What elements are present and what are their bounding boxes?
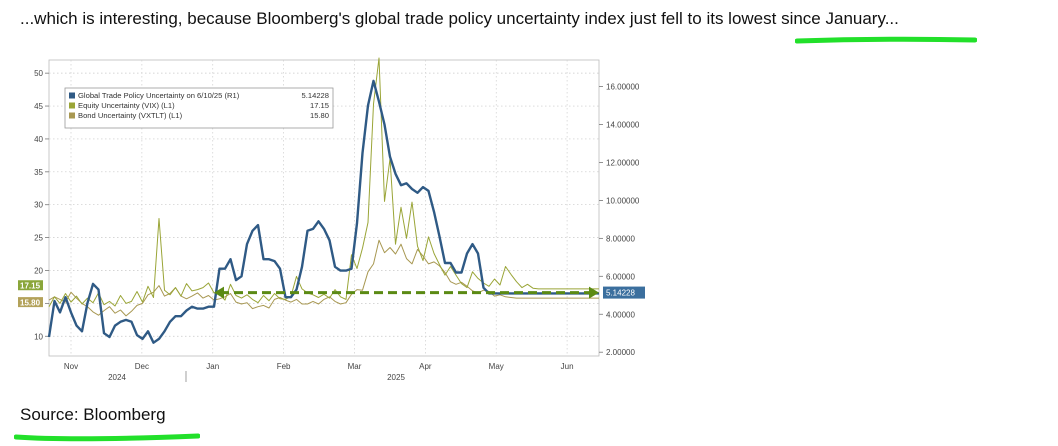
chart-svg: 1015202530354045502.000004.000006.000008…: [18, 57, 645, 382]
right-axis-tick-label: 8.00000: [606, 234, 635, 243]
right-axis-tick-label: 2.00000: [606, 348, 635, 357]
left-axis-tick-label: 50: [34, 69, 43, 78]
dashed-arrow-head-right: [589, 286, 599, 299]
x-axis-month-label: May: [489, 362, 504, 371]
left-axis-tick-label: 30: [34, 201, 43, 210]
right-axis-tick-label: 4.00000: [606, 310, 635, 319]
x-axis-month-label: Nov: [64, 362, 78, 371]
series-line: [48, 57, 599, 307]
x-axis-month-label: Apr: [419, 362, 432, 371]
legend-swatch: [69, 92, 75, 99]
left-axis-tick-label: 45: [34, 102, 43, 111]
x-axis-month-label: Jun: [561, 362, 574, 371]
right-axis-tick-label: 14.00000: [606, 121, 640, 130]
series-line: [48, 239, 599, 317]
left-end-label-text: 15.80: [20, 299, 41, 308]
right-axis-tick-label: 16.00000: [606, 83, 640, 92]
x-axis-month-label: Jan: [206, 362, 219, 371]
right-end-label-text: 5.14228: [606, 289, 635, 298]
legend-box: [64, 87, 334, 129]
headline-text: ...which is interesting, because Bloombe…: [20, 9, 899, 28]
uncertainty-chart: 1015202530354045502.000004.000006.000008…: [16, 52, 656, 384]
chart-legend: Global Trade Policy Uncertainty on 6/10/…: [64, 87, 334, 129]
left-axis-tick-label: 25: [34, 234, 43, 243]
left-end-label-box: [18, 280, 43, 291]
left-axis-tick-label: 20: [34, 266, 43, 275]
left-axis-tick-label: 10: [34, 332, 43, 341]
x-axis-month-label: Dec: [135, 362, 149, 371]
right-end-label-box: [603, 286, 645, 299]
legend-value: 5.14228: [302, 91, 329, 100]
x-axis-month-label: Feb: [277, 362, 291, 371]
x-axis-year-label: 2025: [387, 373, 405, 382]
legend-value: 17.15: [310, 101, 329, 110]
legend-value: 15.80: [310, 111, 329, 120]
x-axis-month-label: Mar: [348, 362, 362, 371]
right-axis-tick-label: 12.00000: [606, 158, 640, 167]
left-axis-tick-label: 35: [34, 168, 43, 177]
left-end-label-text: 17.15: [20, 282, 41, 291]
right-axis-tick-label: 10.00000: [606, 196, 640, 205]
legend-label: Equity Uncertainty (VIX) (L1): [78, 101, 175, 110]
legend-label: Bond Uncertainty (VXTLT) (L1): [78, 111, 183, 120]
source-highlight-underline: [14, 433, 200, 442]
dashed-arrow-head-left: [214, 286, 224, 299]
source-text: Source: Bloomberg: [20, 405, 166, 424]
right-axis-tick-label: 6.00000: [606, 272, 635, 281]
left-end-label-box: [18, 297, 43, 308]
left-axis-tick-label: 40: [34, 135, 43, 144]
x-axis-year-label: 2024: [108, 373, 126, 382]
headline-highlight-underline: [795, 36, 977, 44]
legend-swatch: [69, 102, 75, 109]
legend-label: Global Trade Policy Uncertainty on 6/10/…: [78, 91, 240, 100]
legend-swatch: [69, 112, 75, 119]
